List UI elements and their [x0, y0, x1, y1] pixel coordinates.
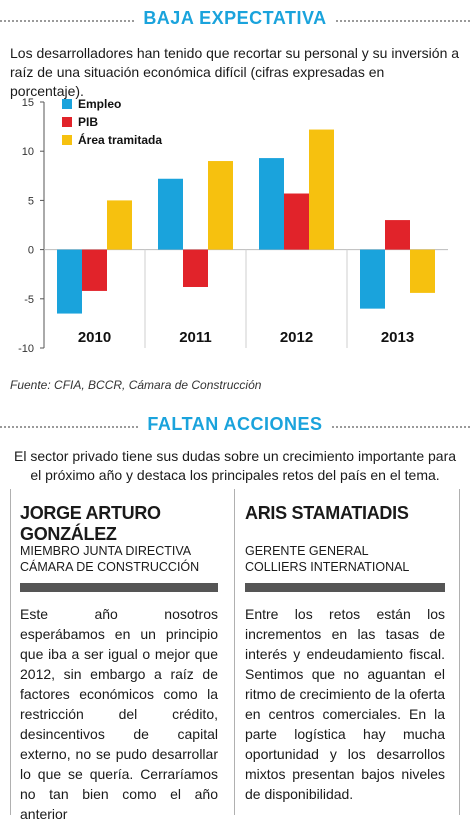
y-tick-label: 15 [22, 97, 34, 109]
separator-bar [20, 583, 218, 592]
bar-pib-2010 [82, 249, 107, 291]
legend-swatch [62, 135, 72, 145]
role-line: COLLIERS INTERNATIONAL [245, 560, 410, 574]
person-quote: Este año nosotros esperábamos en un prin… [20, 606, 218, 822]
bar-pib-2012 [284, 193, 309, 250]
section-title-text: BAJA EXPECTATIVA [135, 8, 335, 28]
bar-empleo-2013 [360, 249, 385, 309]
bar-chart: 15 10 5 0 -5 -10 2010 2011 2012 2013 Empleo PIB Área… [18, 97, 448, 355]
bar-empleo-2010 [57, 249, 82, 314]
bar--rea-tramitada-2012 [309, 129, 334, 250]
person-role: GERENTE GENERAL COLLIERS INTERNATIONAL [245, 543, 409, 575]
bar-pib-2011 [183, 249, 208, 287]
y-tick-label: 5 [28, 195, 34, 207]
y-tick-label: -5 [24, 294, 34, 306]
role-line: GERENTE GENERAL [245, 544, 369, 558]
x-category-label: 2010 [78, 329, 111, 346]
person-quote: Entre los retos están los incrementos en… [245, 606, 445, 802]
section-title-text: FALTAN ACCIONES [139, 414, 331, 434]
column-divider [234, 489, 235, 815]
bar--rea-tramitada-2010 [107, 200, 132, 250]
bar--rea-tramitada-2011 [208, 161, 233, 250]
intro-text-2: El sector privado tiene sus dudas sobre … [14, 448, 457, 483]
intro-text: Los desarrolladores han tenido que recor… [10, 45, 460, 99]
legend-label: Área tramitada [78, 132, 162, 147]
column-rule [459, 489, 460, 815]
bar--rea-tramitada-2013 [410, 249, 435, 293]
separator-bar [245, 583, 445, 592]
section-title: FALTAN ACCIONES [0, 414, 470, 435]
role-line: MIEMBRO JUNTA DIRECTIVA [20, 544, 192, 558]
bar-empleo-2011 [158, 178, 183, 250]
source-note: Fuente: CFIA, BCCR, Cámara de Construcci… [10, 378, 262, 392]
bar-empleo-2012 [259, 158, 284, 250]
person-name: ARIS STAMATIADIS [245, 503, 409, 523]
y-tick-label: 0 [28, 245, 34, 257]
bar-pib-2013 [385, 220, 410, 250]
person-role: MIEMBRO JUNTA DIRECTIVA CÁMARA DE CONSTR… [20, 543, 199, 575]
y-tick-label: 10 [22, 146, 34, 158]
x-category-label: 2011 [179, 329, 212, 346]
x-category-label: 2012 [280, 329, 313, 346]
legend-swatch [62, 99, 72, 109]
section-title: BAJA EXPECTATIVA [0, 8, 470, 29]
legend-label: Empleo [78, 97, 121, 111]
y-tick-label: -10 [18, 343, 34, 355]
role-line: CÁMARA DE CONSTRUCCIÓN [20, 560, 200, 574]
person-name: JORGE ARTURO GONZÁLEZ [20, 503, 161, 544]
column-rule [10, 489, 11, 815]
legend-label: PIB [78, 115, 98, 129]
legend-swatch [62, 117, 72, 127]
x-category-label: 2013 [381, 329, 414, 346]
